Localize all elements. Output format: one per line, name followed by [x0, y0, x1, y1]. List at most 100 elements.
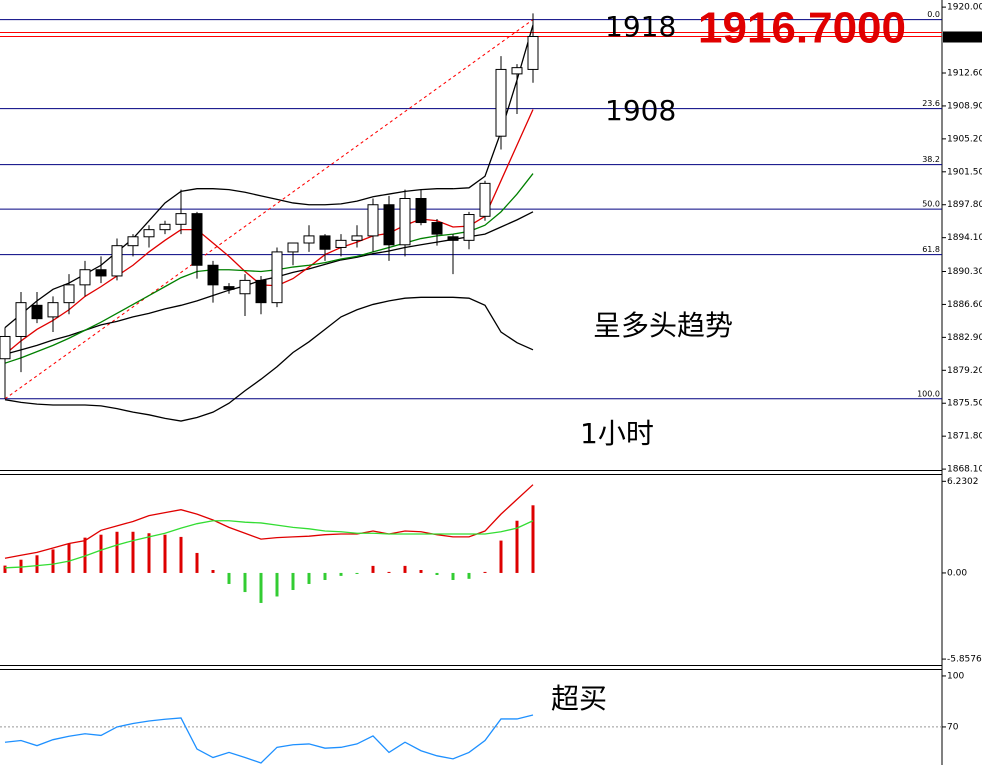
histogram-bar: [291, 572, 295, 590]
fib-label: 23.6: [922, 99, 940, 108]
y-tick-label: 1871.80: [947, 432, 982, 442]
candle-body: [495, 68, 507, 137]
candle-body: [191, 213, 203, 266]
histogram-bar: [83, 537, 87, 573]
y-tick-label: 1886.60: [947, 300, 982, 310]
indicator-line: [4, 24, 534, 329]
histogram-bar: [499, 540, 503, 573]
fib-label: 100.0: [917, 389, 940, 398]
annotation: 1918: [605, 10, 676, 43]
histogram-bar: [19, 559, 23, 573]
candle-body: [207, 264, 219, 286]
candle-body: [479, 182, 491, 217]
candle-body: [303, 235, 315, 244]
indicator-line: [4, 296, 534, 422]
y-tick-label: -5.8576: [947, 655, 982, 665]
histogram-bar: [339, 572, 343, 576]
annotation: 超买: [551, 682, 607, 715]
candle-body: [159, 223, 171, 231]
oscillator-line: [4, 714, 534, 764]
current-price-box: [943, 31, 982, 43]
histogram-bar: [131, 531, 135, 573]
candle-body: [527, 35, 539, 70]
y-tick-label: 1882.90: [947, 333, 982, 343]
candle-body: [175, 213, 187, 225]
candle-body: [143, 229, 155, 238]
y-tick-label: 1897.80: [947, 200, 982, 210]
price-label: 1916.7000: [698, 4, 906, 53]
indicator-line: [4, 109, 534, 355]
histogram-bar: [387, 571, 391, 573]
y-tick-label: 1868.10: [947, 465, 982, 475]
fib-label: 61.8: [922, 245, 940, 254]
y-tick-label: 1875.50: [947, 399, 982, 409]
fib-label: 0.0: [927, 10, 940, 19]
indicator-line: [4, 173, 534, 364]
histogram-bar: [51, 549, 55, 573]
fib-label: 50.0: [922, 200, 940, 209]
candle-body: [15, 302, 27, 337]
candle-body: [31, 304, 43, 320]
annotation: 1908: [605, 94, 676, 127]
histogram-bar: [3, 565, 7, 573]
histogram-bar: [67, 543, 71, 573]
y-tick-label: 1908.90: [947, 101, 982, 111]
trend-line: [4, 19, 534, 400]
histogram-bar: [163, 534, 167, 573]
candle-body: [511, 67, 523, 75]
candle-body: [367, 204, 379, 237]
histogram-bar: [355, 572, 359, 574]
candle-body: [335, 239, 347, 248]
histogram-bar: [227, 572, 231, 584]
candle-body: [111, 245, 123, 277]
histogram-bar: [243, 572, 247, 593]
histogram-bar: [259, 572, 263, 603]
candle-body: [239, 279, 251, 295]
candle-body: [447, 236, 459, 241]
y-tick-label: 1879.20: [947, 366, 982, 376]
fib-label: 38.2: [922, 155, 940, 164]
histogram-bar: [275, 572, 279, 597]
candle-body: [0, 335, 11, 360]
histogram-bar: [147, 533, 151, 573]
candle-body: [255, 279, 267, 304]
candle-body: [415, 198, 427, 224]
y-tick-label: 1894.10: [947, 233, 982, 243]
histogram-bar: [195, 552, 199, 573]
macd-line: [4, 520, 534, 569]
histogram-bar: [531, 505, 535, 573]
histogram-bar: [451, 572, 455, 580]
y-tick-label: 1905.20: [947, 134, 982, 144]
histogram-bar: [483, 571, 487, 573]
y-tick-label: 1920.00: [947, 3, 982, 13]
histogram-bar: [323, 572, 327, 580]
candle-body: [431, 222, 443, 235]
candle-body: [47, 302, 59, 318]
y-tick-label: 1890.30: [947, 267, 982, 277]
histogram-bar: [435, 572, 439, 575]
candle-body: [383, 204, 395, 246]
histogram-bar: [371, 565, 375, 573]
histogram-bar: [515, 520, 519, 573]
current-price-label: 1916.70: [947, 32, 982, 42]
candle-body: [95, 269, 107, 277]
candle-body: [399, 198, 411, 246]
candle-body: [287, 242, 299, 253]
candle-body: [223, 286, 235, 290]
y-tick-label: 100: [947, 671, 964, 681]
y-tick-label: 70: [947, 722, 959, 732]
candle-body: [79, 269, 91, 286]
candle-body: [127, 236, 139, 247]
histogram-bar: [403, 565, 407, 573]
histogram-bar: [35, 555, 39, 573]
annotation: 呈多头趋势: [593, 309, 733, 342]
histogram-bar: [179, 536, 183, 573]
candle-body: [271, 251, 283, 304]
candle-body: [319, 235, 331, 250]
candle-body: [63, 284, 75, 304]
y-tick-label: 1901.50: [947, 167, 982, 177]
histogram-bar: [467, 572, 471, 579]
candle-body: [463, 214, 475, 241]
